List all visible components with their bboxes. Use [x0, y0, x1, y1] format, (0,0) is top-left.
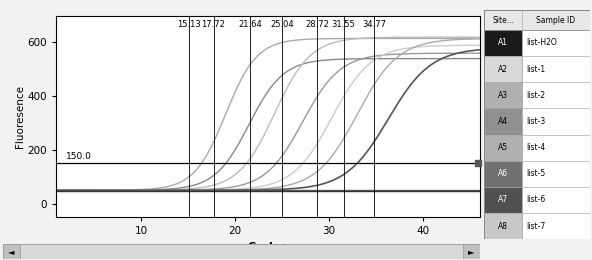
Text: A4: A4: [498, 117, 509, 126]
Text: list-5: list-5: [526, 169, 546, 178]
Text: list-4: list-4: [526, 143, 546, 152]
Text: A1: A1: [498, 38, 508, 47]
Bar: [484, 213, 522, 239]
Text: ►: ►: [468, 247, 474, 256]
Bar: [484, 10, 590, 30]
Bar: [484, 161, 522, 187]
Text: A3: A3: [498, 91, 509, 100]
Text: list-H2O: list-H2O: [526, 38, 557, 47]
Text: 17.72: 17.72: [201, 20, 226, 29]
Text: A7: A7: [498, 196, 509, 204]
Bar: [484, 134, 522, 161]
Bar: [463, 244, 480, 259]
Text: list-2: list-2: [526, 91, 546, 100]
Bar: [522, 134, 590, 161]
Text: A6: A6: [498, 169, 509, 178]
Bar: [522, 108, 590, 134]
Text: list-3: list-3: [526, 117, 546, 126]
Text: A8: A8: [498, 222, 508, 231]
Text: list-1: list-1: [526, 64, 546, 74]
Bar: [484, 187, 522, 213]
Bar: [484, 56, 522, 82]
Text: list-7: list-7: [526, 222, 546, 231]
Text: 34.77: 34.77: [362, 20, 386, 29]
Bar: [484, 108, 522, 134]
Text: ◄: ◄: [8, 247, 15, 256]
Text: Sample ID: Sample ID: [536, 16, 575, 25]
Text: 25.04: 25.04: [271, 20, 294, 29]
Text: A5: A5: [498, 143, 509, 152]
Bar: [522, 187, 590, 213]
Bar: [522, 161, 590, 187]
Text: 150.0: 150.0: [66, 152, 92, 161]
Text: list-6: list-6: [526, 196, 546, 204]
Bar: [522, 30, 590, 56]
Y-axis label: Fluoresence: Fluoresence: [15, 85, 25, 148]
Bar: [484, 82, 522, 108]
Bar: [3, 244, 20, 259]
Bar: [484, 30, 522, 56]
X-axis label: Cycles: Cycles: [248, 242, 288, 252]
Text: 21.64: 21.64: [239, 20, 262, 29]
Text: A2: A2: [498, 64, 508, 74]
Text: 31.55: 31.55: [332, 20, 355, 29]
Bar: [522, 213, 590, 239]
Text: 15.13: 15.13: [177, 20, 201, 29]
Text: Site...: Site...: [493, 16, 514, 25]
Bar: [522, 56, 590, 82]
Text: 28.72: 28.72: [305, 20, 329, 29]
Bar: [522, 82, 590, 108]
